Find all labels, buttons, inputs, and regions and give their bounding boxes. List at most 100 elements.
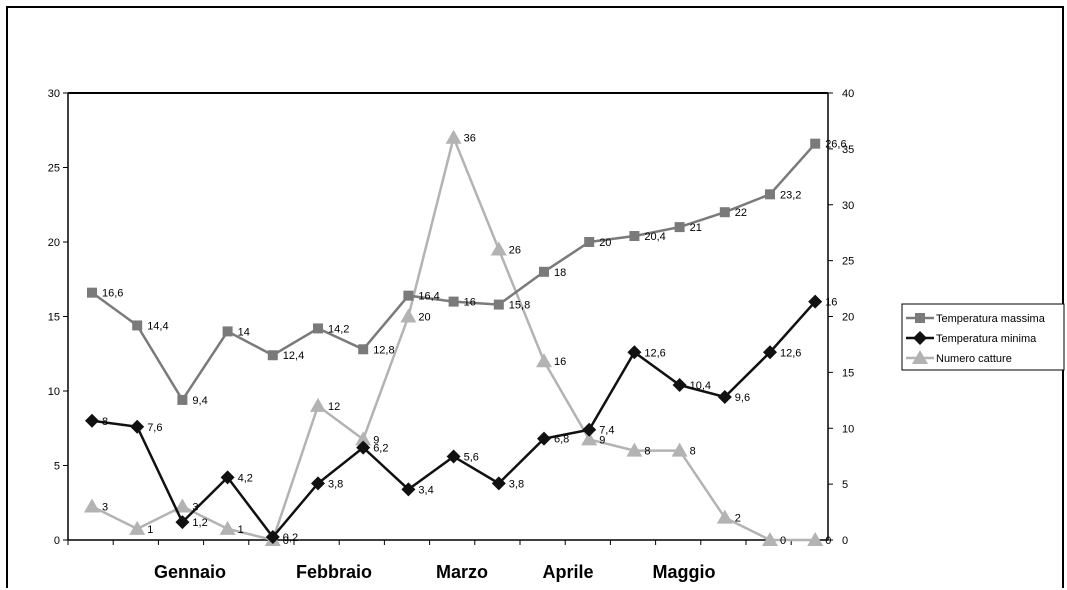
- series-line: [91, 300, 817, 540]
- data-point: [313, 323, 323, 334]
- data-point: [446, 449, 461, 464]
- data-label: 23,2: [780, 189, 801, 201]
- data-label: 9: [599, 434, 605, 446]
- data-point: [355, 431, 372, 446]
- data-point: [672, 378, 687, 393]
- data-point: [626, 442, 643, 457]
- data-point: [717, 389, 732, 404]
- data-point: [311, 476, 325, 491]
- y-left-tick-label: 30: [48, 88, 60, 100]
- x-category-label: Marzo: [436, 562, 488, 582]
- series-line: [91, 133, 816, 542]
- data-label: 3,8: [509, 478, 524, 490]
- x-category-label: Febbraio: [296, 562, 372, 582]
- data-point: [175, 515, 190, 530]
- y-right-tick-label: 30: [842, 200, 854, 212]
- x-category-label: Maggio: [653, 562, 716, 582]
- data-label: 26: [509, 244, 521, 256]
- data-point: [491, 476, 506, 491]
- data-label: 9,6: [735, 392, 750, 404]
- data-point: [448, 296, 459, 307]
- data-label: 0,2: [283, 532, 298, 544]
- y-right-tick-label: 40: [842, 88, 854, 100]
- data-label: 0: [825, 535, 831, 547]
- series-temperatura-minima: 8 7,61,24,20,23,86,23,45,63,86,87,412,610…: [85, 294, 837, 545]
- y-left-tick-label: 15: [48, 312, 60, 324]
- x-category-label: Aprile: [542, 562, 593, 582]
- data-label: 20: [418, 312, 430, 324]
- data-label: 3: [102, 501, 108, 513]
- data-point: [84, 498, 100, 513]
- data-point: [716, 509, 733, 524]
- data-label: 12,6: [780, 347, 801, 359]
- y-right-tick-label: 5: [842, 479, 848, 491]
- data-point: [401, 482, 416, 497]
- data-point: [537, 431, 551, 446]
- data-label: 3,4: [418, 484, 433, 496]
- data-point: [177, 394, 188, 405]
- data-label: 6,2: [373, 443, 388, 455]
- data-point: [219, 520, 236, 535]
- data-point: [445, 129, 462, 144]
- data-label: 12,4: [283, 350, 304, 362]
- data-label: 1: [147, 524, 153, 536]
- legend-marker: [913, 331, 927, 345]
- data-label: 15,8: [509, 300, 530, 312]
- data-label: 14,2: [328, 323, 349, 335]
- y-right-tick-label: 35: [842, 144, 854, 156]
- data-label: 16,6: [102, 288, 123, 300]
- data-label: 8: [690, 446, 696, 458]
- legend: Temperatura massima Temperatura minima Num…: [901, 303, 1065, 371]
- data-point: [400, 308, 417, 323]
- chart-frame: [6, 6, 1064, 588]
- data-label: 6,8: [554, 434, 569, 446]
- data-label: 8: [102, 416, 108, 428]
- data-point: [129, 520, 146, 535]
- data-label: 16: [825, 297, 837, 309]
- data-point: [539, 266, 549, 277]
- data-label: 20,4: [644, 231, 665, 243]
- data-point: [267, 350, 278, 361]
- x-category-label: Gennaio: [154, 562, 226, 582]
- data-label: 18: [554, 267, 566, 279]
- data-label: 7,6: [147, 422, 162, 434]
- data-label: 16,4: [418, 291, 439, 303]
- data-label: 14,4: [147, 320, 168, 332]
- data-point: [810, 138, 821, 149]
- data-point: [627, 345, 642, 360]
- data-point: [762, 532, 778, 546]
- data-point: [490, 241, 507, 256]
- legend-entry-label: Temperatura minima: [936, 333, 1037, 345]
- series-line: [91, 142, 817, 403]
- data-label: 8: [644, 446, 650, 458]
- data-label: 14: [238, 326, 250, 338]
- data-point: [671, 442, 688, 457]
- data-point: [629, 231, 640, 242]
- y-right-tick-label: 25: [842, 256, 854, 268]
- data-point: [130, 419, 145, 434]
- data-label: 12,8: [373, 344, 394, 356]
- y-right-tick-label: 20: [842, 312, 854, 324]
- data-label: 0: [780, 535, 786, 547]
- data-label: 7,4: [599, 425, 614, 437]
- data-point: [174, 498, 191, 513]
- data-point: [807, 532, 824, 546]
- data-point: [674, 222, 685, 233]
- y-left-tick-label: 10: [48, 386, 60, 398]
- data-label: 9,4: [192, 395, 207, 407]
- data-point: [493, 299, 504, 310]
- data-point: [765, 189, 775, 200]
- data-point: [85, 413, 99, 428]
- data-point: [265, 530, 280, 545]
- legend-entry-label: Numero catture: [936, 353, 1012, 365]
- data-point: [222, 326, 233, 337]
- legend-marker: [915, 313, 925, 323]
- data-point: [220, 470, 235, 485]
- data-point: [87, 287, 97, 298]
- series-temperatura-massima: 16,6 14,4 9,4 14 12,4 14,2 12,8 16,4 16 15,8 18 20 2…: [87, 138, 847, 407]
- data-label: 10,4: [690, 380, 711, 392]
- y-left-tick-label: 25: [48, 163, 60, 175]
